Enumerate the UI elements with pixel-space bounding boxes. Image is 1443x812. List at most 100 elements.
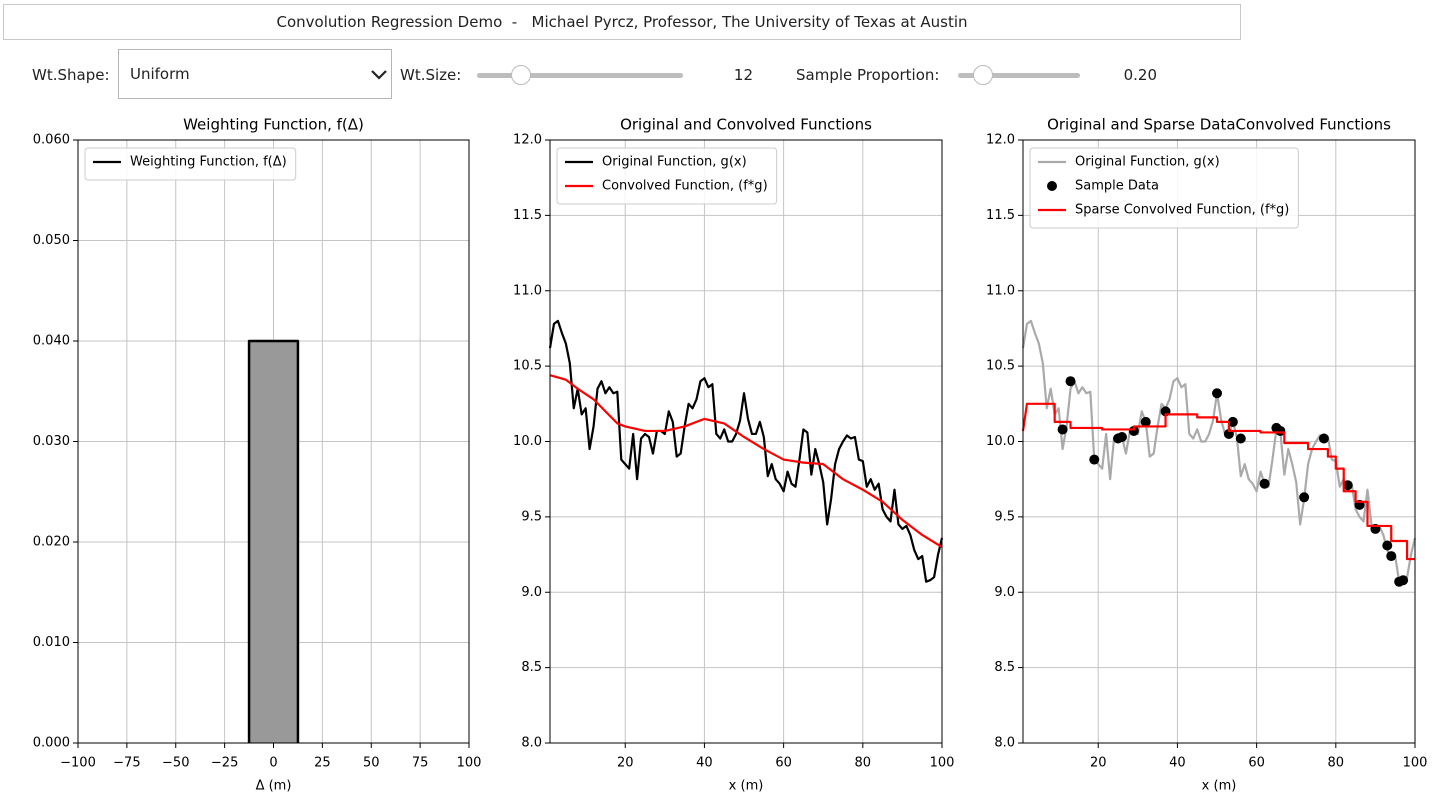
y-tick-label: 11.0 (513, 283, 542, 298)
y-tick-label: 0.050 (33, 233, 70, 248)
sample-point (1140, 416, 1151, 427)
legend-label: Weighting Function, f(Δ) (130, 155, 287, 170)
x-tick-label: 20 (1090, 756, 1107, 771)
y-tick-label: 10.5 (986, 359, 1015, 374)
legend-box (556, 147, 778, 205)
sample-proportion-label: Sample Proportion: (796, 66, 940, 84)
y-tick-label: 12.0 (513, 133, 542, 148)
x-tick-label: 100 (1403, 756, 1428, 771)
sample-point (1057, 424, 1068, 435)
x-tick-label: −100 (60, 756, 96, 771)
sample-point (1116, 431, 1127, 442)
sample-point (1259, 478, 1270, 489)
y-tick-label: 10.0 (986, 434, 1015, 449)
sample-point (1089, 454, 1100, 465)
dropdown-chevron (371, 70, 387, 80)
legend-box (84, 147, 297, 181)
plot-frame (549, 139, 943, 744)
sample-point (1299, 492, 1310, 503)
wt-size-value: 12 (733, 66, 753, 84)
sample-point (1318, 433, 1329, 444)
x-tick-label: −50 (162, 756, 189, 771)
x-tick-label: 100 (930, 756, 955, 771)
y-tick-label: 0.010 (33, 635, 70, 650)
sample-point (1227, 416, 1238, 427)
wt-size-label: Wt.Size: (400, 66, 462, 84)
x-tick-label: 20 (617, 756, 634, 771)
y-tick-label: 10.0 (513, 434, 542, 449)
legend-label: Sample Data (1075, 179, 1159, 194)
legend: Original Function, g(x) Sample Data Sparse… (1029, 147, 1299, 229)
y-tick-label: 10.5 (513, 359, 542, 374)
sample-point (1398, 575, 1409, 586)
y-tick-label: 12.0 (986, 133, 1015, 148)
series-line (1021, 319, 1417, 583)
y-tick-label: 11.0 (986, 283, 1015, 298)
legend-box (1029, 147, 1299, 229)
sample-point (1342, 480, 1353, 491)
sample-point (1212, 388, 1223, 399)
legend: Original Function, g(x) Convolved Functio… (556, 147, 778, 205)
x-axis-label: x (m) (729, 779, 764, 794)
chart-title: Original and Convolved Functions (620, 116, 872, 134)
y-tick-label: 0.000 (33, 736, 70, 751)
sample-point (1113, 433, 1124, 444)
y-tick-label: 0.040 (33, 334, 70, 349)
series-line (548, 319, 944, 583)
sample-point (1370, 523, 1381, 534)
legend-label: Convolved Function, (f*g) (602, 179, 768, 194)
y-tick-label: 0.060 (33, 133, 70, 148)
sample-point (1160, 406, 1171, 417)
chart-title: Weighting Function, f(Δ) (183, 116, 364, 134)
legend-label: Original Function, g(x) (1075, 155, 1220, 170)
plot-frame (77, 139, 470, 744)
sample-point (1271, 422, 1282, 433)
wt-size-handle[interactable] (511, 65, 531, 85)
sample-proportion-track[interactable] (958, 73, 1080, 78)
y-tick-label: 9.5 (994, 509, 1015, 524)
sample-proportion-value: 0.20 (1123, 66, 1157, 84)
legend: Weighting Function, f(Δ) (84, 147, 297, 181)
wt-size-track[interactable] (477, 73, 683, 78)
x-tick-label: 40 (696, 756, 713, 771)
sample-point (1128, 425, 1139, 436)
sample-point (1275, 425, 1286, 436)
x-tick-label: 100 (457, 756, 482, 771)
y-tick-label: 8.5 (521, 660, 542, 675)
y-tick-label: 0.020 (33, 535, 70, 550)
plot-frame (1022, 139, 1416, 744)
legend-symbol (1047, 181, 1057, 191)
y-tick-label: 9.0 (521, 585, 542, 600)
series-line (1021, 402, 1415, 561)
y-tick-label: 0.030 (33, 434, 70, 449)
x-tick-label: 40 (1169, 756, 1186, 771)
sample-point (1354, 499, 1365, 510)
sample-point (1386, 551, 1397, 562)
wt-shape-dropdown[interactable]: Uniform (118, 49, 392, 99)
wt-shape-label: Wt.Shape: (32, 66, 110, 84)
x-axis-label: Δ (m) (256, 779, 292, 794)
y-tick-label: 11.5 (986, 208, 1015, 223)
sample-point (1382, 540, 1393, 551)
x-tick-label: 60 (1248, 756, 1265, 771)
x-tick-label: 80 (855, 756, 872, 771)
x-tick-label: 60 (775, 756, 792, 771)
x-tick-label: 50 (363, 756, 380, 771)
wt-shape-value: Uniform (130, 65, 190, 83)
y-tick-label: 8.5 (994, 660, 1015, 675)
y-tick-label: 8.0 (994, 736, 1015, 751)
chart-title: Original and Sparse DataConvolved Functi… (1047, 116, 1391, 134)
sample-point (1394, 576, 1405, 587)
x-tick-label: 25 (314, 756, 331, 771)
legend-label: Original Function, g(x) (602, 155, 747, 170)
x-tick-label: −75 (113, 756, 140, 771)
y-tick-label: 11.5 (513, 208, 542, 223)
sample-proportion-handle[interactable] (973, 65, 993, 85)
x-tick-label: 80 (1328, 756, 1345, 771)
x-tick-label: 0 (269, 756, 277, 771)
x-axis-label: x (m) (1202, 779, 1237, 794)
x-tick-label: −25 (211, 756, 238, 771)
y-tick-label: 8.0 (521, 736, 542, 751)
